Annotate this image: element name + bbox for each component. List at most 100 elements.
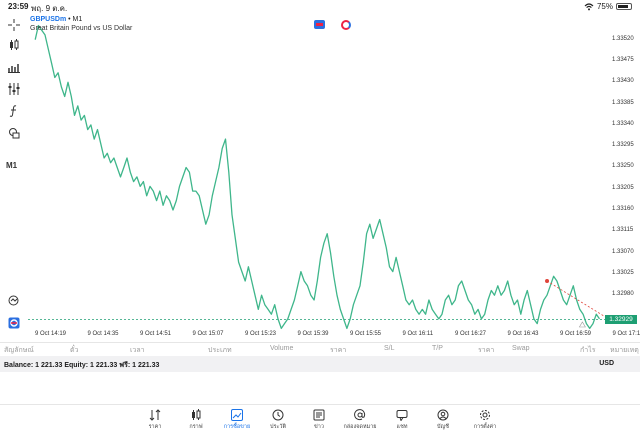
table-column-header[interactable]: สัญลักษณ์	[4, 347, 34, 354]
tab-label: ราคา	[148, 424, 162, 430]
price-tick-label: 1.33340	[612, 120, 634, 127]
tab-label: การตั้งค่า	[473, 424, 497, 430]
tab-account[interactable]: บัญชี	[423, 409, 463, 431]
table-column-header[interactable]: S/L	[384, 345, 395, 352]
tab-history[interactable]: ประวัติ	[258, 409, 298, 431]
tab-label: บัญชี	[437, 424, 449, 430]
symbol-title: GBPUSDm • M1	[30, 16, 82, 23]
wifi-icon	[584, 2, 594, 10]
price-tick-label: 1.33115	[612, 227, 634, 234]
objects-icon[interactable]	[7, 126, 21, 140]
chart-toolbar: M1	[0, 14, 28, 344]
trade-icon	[231, 409, 243, 421]
status-indicators: 75%	[584, 2, 632, 11]
tab-chat[interactable]: แชท	[382, 409, 422, 431]
tab-label: การซื้อขาย	[223, 424, 251, 430]
table-column-header[interactable]: Volume	[270, 345, 294, 352]
chart-top-buttons	[314, 20, 351, 30]
price-tick-label: 1.33250	[612, 163, 634, 170]
time-tick-label: 9 Oct 16:27	[455, 331, 487, 337]
tab-news[interactable]: ข่าว	[299, 409, 339, 431]
chat-icon	[396, 410, 408, 421]
symbol-name: GBPUSDm	[30, 16, 67, 23]
chart-icon	[192, 409, 201, 420]
price-tick-label: 1.33160	[612, 206, 634, 213]
account-currency: USD	[599, 360, 614, 367]
price-chart[interactable]: GBPUSDm • M1 Great Britain Pound vs US D…	[28, 14, 606, 330]
chart-timeframe: M1	[72, 16, 83, 23]
price-tick-label: 1.33430	[612, 78, 634, 85]
time-tick-label: 9 Oct 15:55	[350, 331, 382, 337]
status-bar: 23:59 พฤ. 9 ต.ค. 75%	[0, 0, 640, 14]
account-icon	[437, 409, 449, 421]
trade-table-header: สัญลักษณ์ ตั๋ว เวลา ประเภท Volume ราคา S/L T/P ร…	[0, 342, 640, 354]
settings-sliders-icon[interactable]	[7, 82, 21, 96]
tab-label: กราฟ	[189, 424, 203, 430]
chart-shift-marker[interactable]	[578, 321, 586, 328]
battery-icon	[616, 3, 632, 10]
status-date: พฤ. 9 ต.ค.	[31, 4, 68, 13]
price-tick-label: 1.32980	[612, 291, 634, 298]
tab-settings[interactable]: การตั้งค่า	[465, 409, 505, 431]
timeframe-button[interactable]: M1	[6, 161, 18, 170]
one-click-trade-icon[interactable]	[7, 316, 21, 330]
table-column-header[interactable]: หมายเหตุ	[610, 347, 639, 354]
symbol-description: Great Britain Pound vs US Dollar	[30, 25, 133, 32]
time-tick-label: 9 Oct 16:11	[402, 331, 434, 337]
time-tick-label: 9 Oct 15:23	[245, 331, 277, 337]
table-column-header[interactable]: ราคา	[330, 347, 347, 354]
mailbox-icon	[354, 409, 366, 421]
price-tick-label: 1.33025	[612, 269, 634, 276]
price-tick-label: 1.33205	[612, 184, 634, 191]
candles-icon[interactable]	[7, 38, 21, 52]
time-tick-label: 9 Oct 15:07	[192, 331, 224, 337]
tab-trade[interactable]: การซื้อขาย	[217, 409, 257, 431]
time-tick-label: 9 Oct 14:51	[140, 331, 172, 337]
time-tick-label: 9 Oct 16:43	[507, 331, 539, 337]
time-tick-label: 9 Oct 14:19	[35, 331, 67, 337]
zoom-icon[interactable]	[7, 294, 21, 308]
battery-percent: 75%	[596, 2, 613, 11]
bottom-tab-bar: ราคา กราฟ การซื้อขาย ประวัติ ข่าว กล่องจดหมาย…	[0, 404, 640, 447]
tab-label: ประวัติ	[269, 424, 287, 430]
time-tick-label: 9 Oct 17:15	[612, 331, 640, 337]
price-axis: 1.33520 1.33475 1.33430 1.33385 1.33340 1.332…	[606, 14, 640, 330]
tab-label: แชท	[396, 424, 408, 430]
history-icon	[272, 409, 284, 421]
price-tick-label: 1.33520	[612, 35, 634, 42]
current-price-tag: 1.32929	[605, 314, 637, 324]
trade-icon[interactable]	[314, 20, 325, 29]
table-column-header[interactable]: ราคา	[478, 347, 495, 354]
table-column-header[interactable]: T/P	[432, 345, 443, 352]
table-column-header[interactable]: เวลา	[130, 347, 145, 354]
tab-quotes[interactable]: ราคา	[135, 409, 175, 431]
table-column-header[interactable]: Swap	[512, 345, 530, 352]
balance-summary: Balance: 1 221.33 Equity: 1 221.33 ฟรี: …	[4, 362, 160, 369]
chart-canvas[interactable]	[28, 14, 606, 330]
tab-label: ข่าว	[314, 424, 324, 430]
time-axis: 9 Oct 14:19 9 Oct 14:35 9 Oct 14:51 9 Oct 1…	[28, 330, 640, 340]
price-tick-label: 1.33385	[612, 99, 634, 106]
trend-line[interactable]	[546, 280, 606, 319]
tab-mailbox[interactable]: กล่องจดหมาย	[340, 409, 380, 431]
trend-line-start-handle[interactable]	[545, 279, 550, 284]
table-column-header[interactable]: ตั๋ว	[70, 347, 79, 354]
time-tick-label: 9 Oct 15:39	[297, 331, 329, 337]
price-series-line	[34, 24, 601, 330]
table-column-header[interactable]: กำไร	[580, 347, 596, 354]
quotes-icon	[149, 409, 161, 421]
price-tick-label: 1.33475	[612, 56, 634, 63]
indicators-icon[interactable]	[7, 60, 21, 74]
news-icon	[313, 409, 325, 421]
tab-chart[interactable]: กราฟ	[176, 409, 216, 431]
title-separator: •	[68, 16, 71, 23]
price-tick-label: 1.33295	[612, 142, 634, 149]
table-column-header[interactable]: ประเภท	[208, 347, 232, 354]
crosshair-icon[interactable]	[7, 18, 21, 32]
depth-of-market-icon[interactable]	[341, 20, 351, 30]
function-icon[interactable]	[7, 104, 21, 118]
price-tick-label: 1.33070	[612, 248, 634, 255]
tab-label: กล่องจดหมาย	[343, 424, 377, 430]
account-balance-row: Balance: 1 221.33 Equity: 1 221.33 ฟรี: …	[0, 356, 640, 372]
time-tick-label: 9 Oct 16:59	[560, 331, 592, 337]
